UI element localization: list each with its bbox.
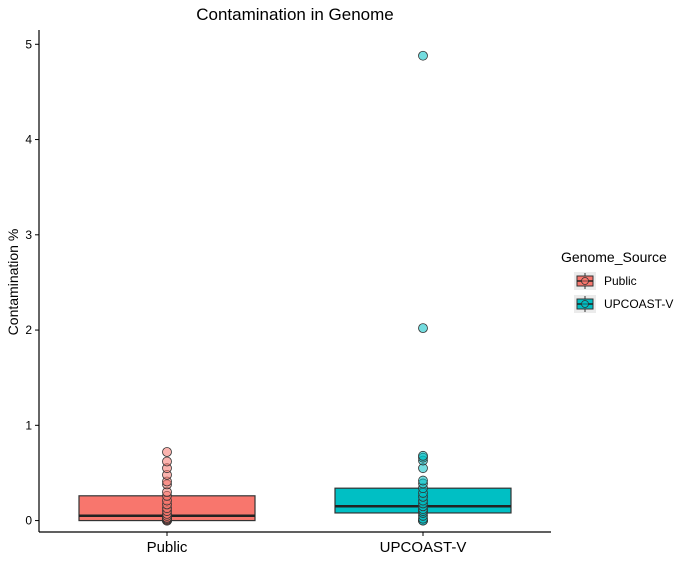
y-tick-label: 0 xyxy=(25,514,32,528)
data-point xyxy=(418,323,428,334)
legend-key-public xyxy=(574,272,596,290)
y-tick-label: 3 xyxy=(25,228,32,242)
x-tick-label: Public xyxy=(147,539,188,556)
data-point xyxy=(418,50,428,61)
legend-key-point xyxy=(581,277,589,285)
legend-key-point xyxy=(581,300,589,308)
y-tick-label: 4 xyxy=(25,133,32,147)
y-tick-label: 5 xyxy=(25,37,32,51)
box-group-public xyxy=(78,447,256,526)
chart-title: Contamination in Genome xyxy=(196,5,394,24)
data-point xyxy=(418,450,428,461)
data-point xyxy=(162,456,172,467)
data-point xyxy=(162,447,172,457)
plot-area: 0 1 2 3 4 5 Public UPCOAST-V xyxy=(25,30,551,556)
legend-label: UPCOAST-V xyxy=(604,297,673,311)
legend-key-upcoast-v xyxy=(574,295,596,313)
y-axis-title: Contamination % xyxy=(5,229,21,336)
legend-title: Genome_Source xyxy=(561,249,667,265)
box-group-upcoast-v xyxy=(334,50,512,526)
y-tick-label: 2 xyxy=(25,323,32,337)
legend-label: Public xyxy=(604,274,637,288)
data-point xyxy=(418,475,428,486)
x-tick-label: UPCOAST-V xyxy=(380,539,467,556)
legend: Genome_Source Public UPCOAST-V xyxy=(561,249,673,313)
y-tick-label: 1 xyxy=(25,418,32,432)
